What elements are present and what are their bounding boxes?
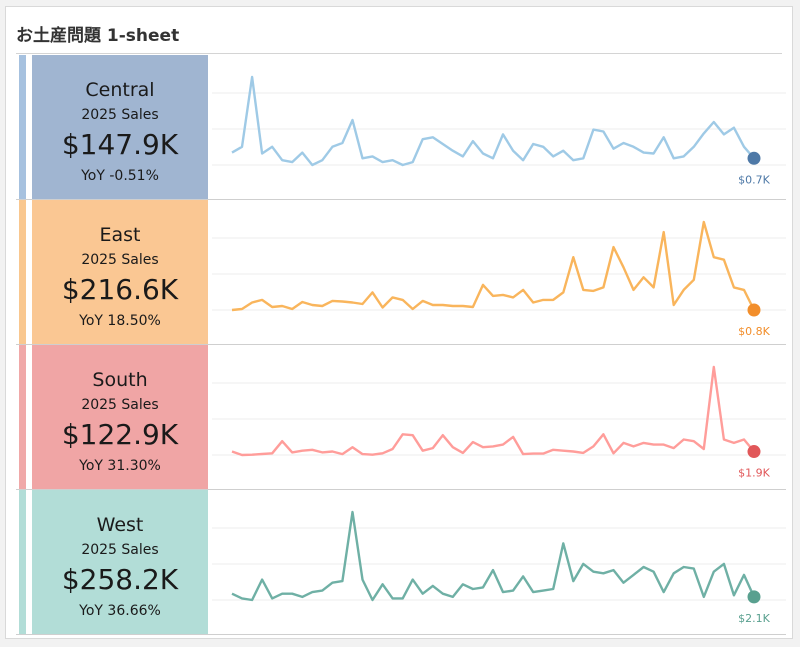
sales-year-label: 2025 Sales xyxy=(81,252,159,268)
region-stripe xyxy=(19,490,26,634)
kpi-card[interactable]: East 2025 Sales $216.6K YoY 18.50% xyxy=(32,200,208,344)
last-value-dot[interactable] xyxy=(747,590,761,604)
row-divider xyxy=(16,489,786,490)
row-divider xyxy=(16,344,786,345)
yoy-change: YoY -0.51% xyxy=(81,168,159,184)
last-value-dot[interactable] xyxy=(747,445,761,459)
total-sales: $122.9K xyxy=(61,418,179,451)
last-value-label: $1.9K xyxy=(738,467,770,480)
sparkline-chart[interactable]: $1.9K xyxy=(212,345,786,489)
sales-year-label: 2025 Sales xyxy=(81,107,159,123)
kpi-card[interactable]: West 2025 Sales $258.2K YoY 36.66% xyxy=(32,490,208,634)
sales-year-label: 2025 Sales xyxy=(81,542,159,558)
sales-line-central[interactable] xyxy=(231,75,755,167)
sparkline-chart[interactable]: $0.8K xyxy=(212,200,786,344)
yoy-change: YoY 36.66% xyxy=(79,603,161,619)
region-name: South xyxy=(92,369,148,391)
region-name: East xyxy=(99,224,141,246)
region-stripe xyxy=(19,345,26,489)
last-value-label: $2.1K xyxy=(738,612,770,625)
region-rows: Central 2025 Sales $147.9K YoY -0.51% $0… xyxy=(16,55,786,635)
sales-line-south[interactable] xyxy=(231,365,755,457)
title-divider xyxy=(16,53,782,54)
sales-year-label: 2025 Sales xyxy=(81,397,159,413)
last-value-label: $0.8K xyxy=(738,325,770,338)
sheet-title: お土産問題 1-sheet xyxy=(16,26,180,46)
total-sales: $216.6K xyxy=(61,273,179,306)
region-name: West xyxy=(96,514,144,536)
last-value-label: $0.7K xyxy=(738,173,770,186)
row-divider xyxy=(16,199,786,200)
region-row-south: South 2025 Sales $122.9K YoY 31.30% $1.9… xyxy=(16,345,786,490)
sparkline-chart[interactable]: $0.7K xyxy=(212,55,786,199)
total-sales: $147.9K xyxy=(61,128,179,161)
dashboard-sheet: お土産問題 1-sheet Central 2025 Sales $147.9K… xyxy=(5,6,793,639)
sales-line-west[interactable] xyxy=(231,510,756,602)
last-value-dot[interactable] xyxy=(747,151,761,165)
total-sales: $258.2K xyxy=(61,563,179,596)
region-stripe xyxy=(19,200,26,344)
yoy-change: YoY 18.50% xyxy=(79,313,161,329)
last-value-dot[interactable] xyxy=(747,303,761,317)
kpi-card[interactable]: Central 2025 Sales $147.9K YoY -0.51% xyxy=(32,55,208,199)
region-name: Central xyxy=(85,79,155,101)
kpi-card[interactable]: South 2025 Sales $122.9K YoY 31.30% xyxy=(32,345,208,489)
yoy-change: YoY 31.30% xyxy=(79,458,161,474)
region-row-west: West 2025 Sales $258.2K YoY 36.66% $2.1K xyxy=(16,490,786,635)
row-divider xyxy=(16,634,786,635)
region-stripe xyxy=(19,55,26,199)
region-row-central: Central 2025 Sales $147.9K YoY -0.51% $0… xyxy=(16,55,786,200)
sparkline-chart[interactable]: $2.1K xyxy=(212,490,786,634)
region-row-east: East 2025 Sales $216.6K YoY 18.50% $0.8K xyxy=(16,200,786,345)
sales-line-east[interactable] xyxy=(231,220,756,312)
